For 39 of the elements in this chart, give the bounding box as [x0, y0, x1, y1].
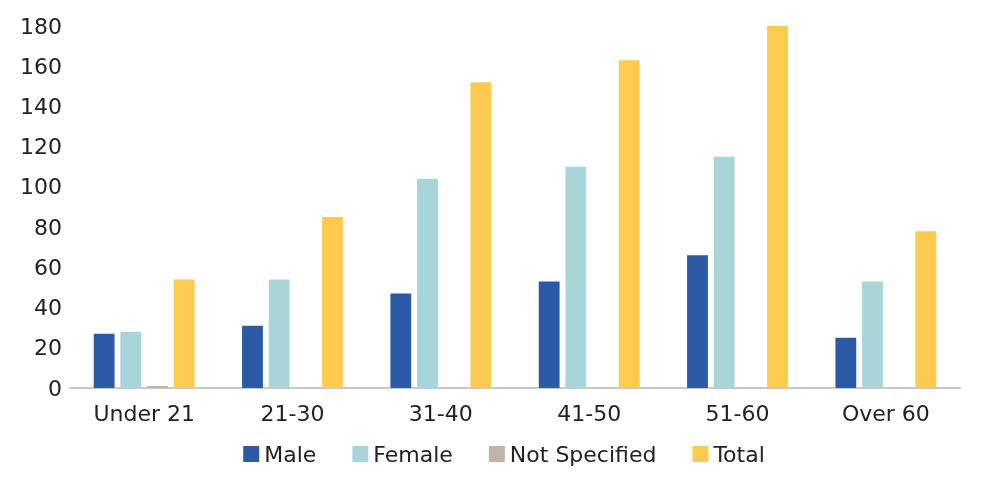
y-tick-label: 100	[20, 174, 62, 200]
x-tick-label: 21-30	[260, 400, 325, 426]
x-tick-label: Under 21	[93, 400, 195, 426]
y-tick-label: 60	[34, 254, 62, 280]
bar	[565, 166, 587, 388]
bar	[767, 26, 788, 388]
bar	[862, 281, 883, 388]
y-tick-label: 140	[20, 93, 62, 119]
legend-label: Total	[712, 441, 765, 467]
bar	[93, 333, 115, 388]
x-tick-label: 41-50	[557, 400, 622, 426]
bar	[835, 337, 857, 388]
bar	[268, 279, 290, 388]
bar	[147, 385, 168, 388]
y-tick-label: 20	[34, 335, 62, 361]
y-tick-label: 0	[48, 375, 62, 401]
bar	[915, 231, 937, 388]
bar	[120, 331, 142, 388]
bar	[417, 178, 438, 388]
bar	[713, 156, 735, 388]
bar	[173, 279, 195, 388]
x-tick-label: 51-60	[705, 400, 770, 426]
x-tick-label: 31-40	[408, 400, 473, 426]
bar	[242, 325, 263, 388]
bar	[390, 293, 412, 388]
y-tick-label: 180	[20, 13, 62, 39]
bar	[538, 281, 560, 388]
legend-label: Male	[264, 441, 317, 467]
bar	[322, 217, 343, 388]
bar	[687, 255, 708, 388]
legend-label: Not Specified	[509, 441, 657, 467]
y-tick-label: 80	[34, 214, 62, 240]
legend-label: Female	[373, 441, 453, 467]
y-tick-label: 120	[20, 134, 62, 160]
x-tick-label: Over 60	[841, 400, 930, 426]
bar	[618, 60, 640, 388]
y-tick-label: 160	[20, 53, 62, 79]
y-tick-label: 40	[34, 295, 62, 321]
bar	[470, 82, 492, 388]
